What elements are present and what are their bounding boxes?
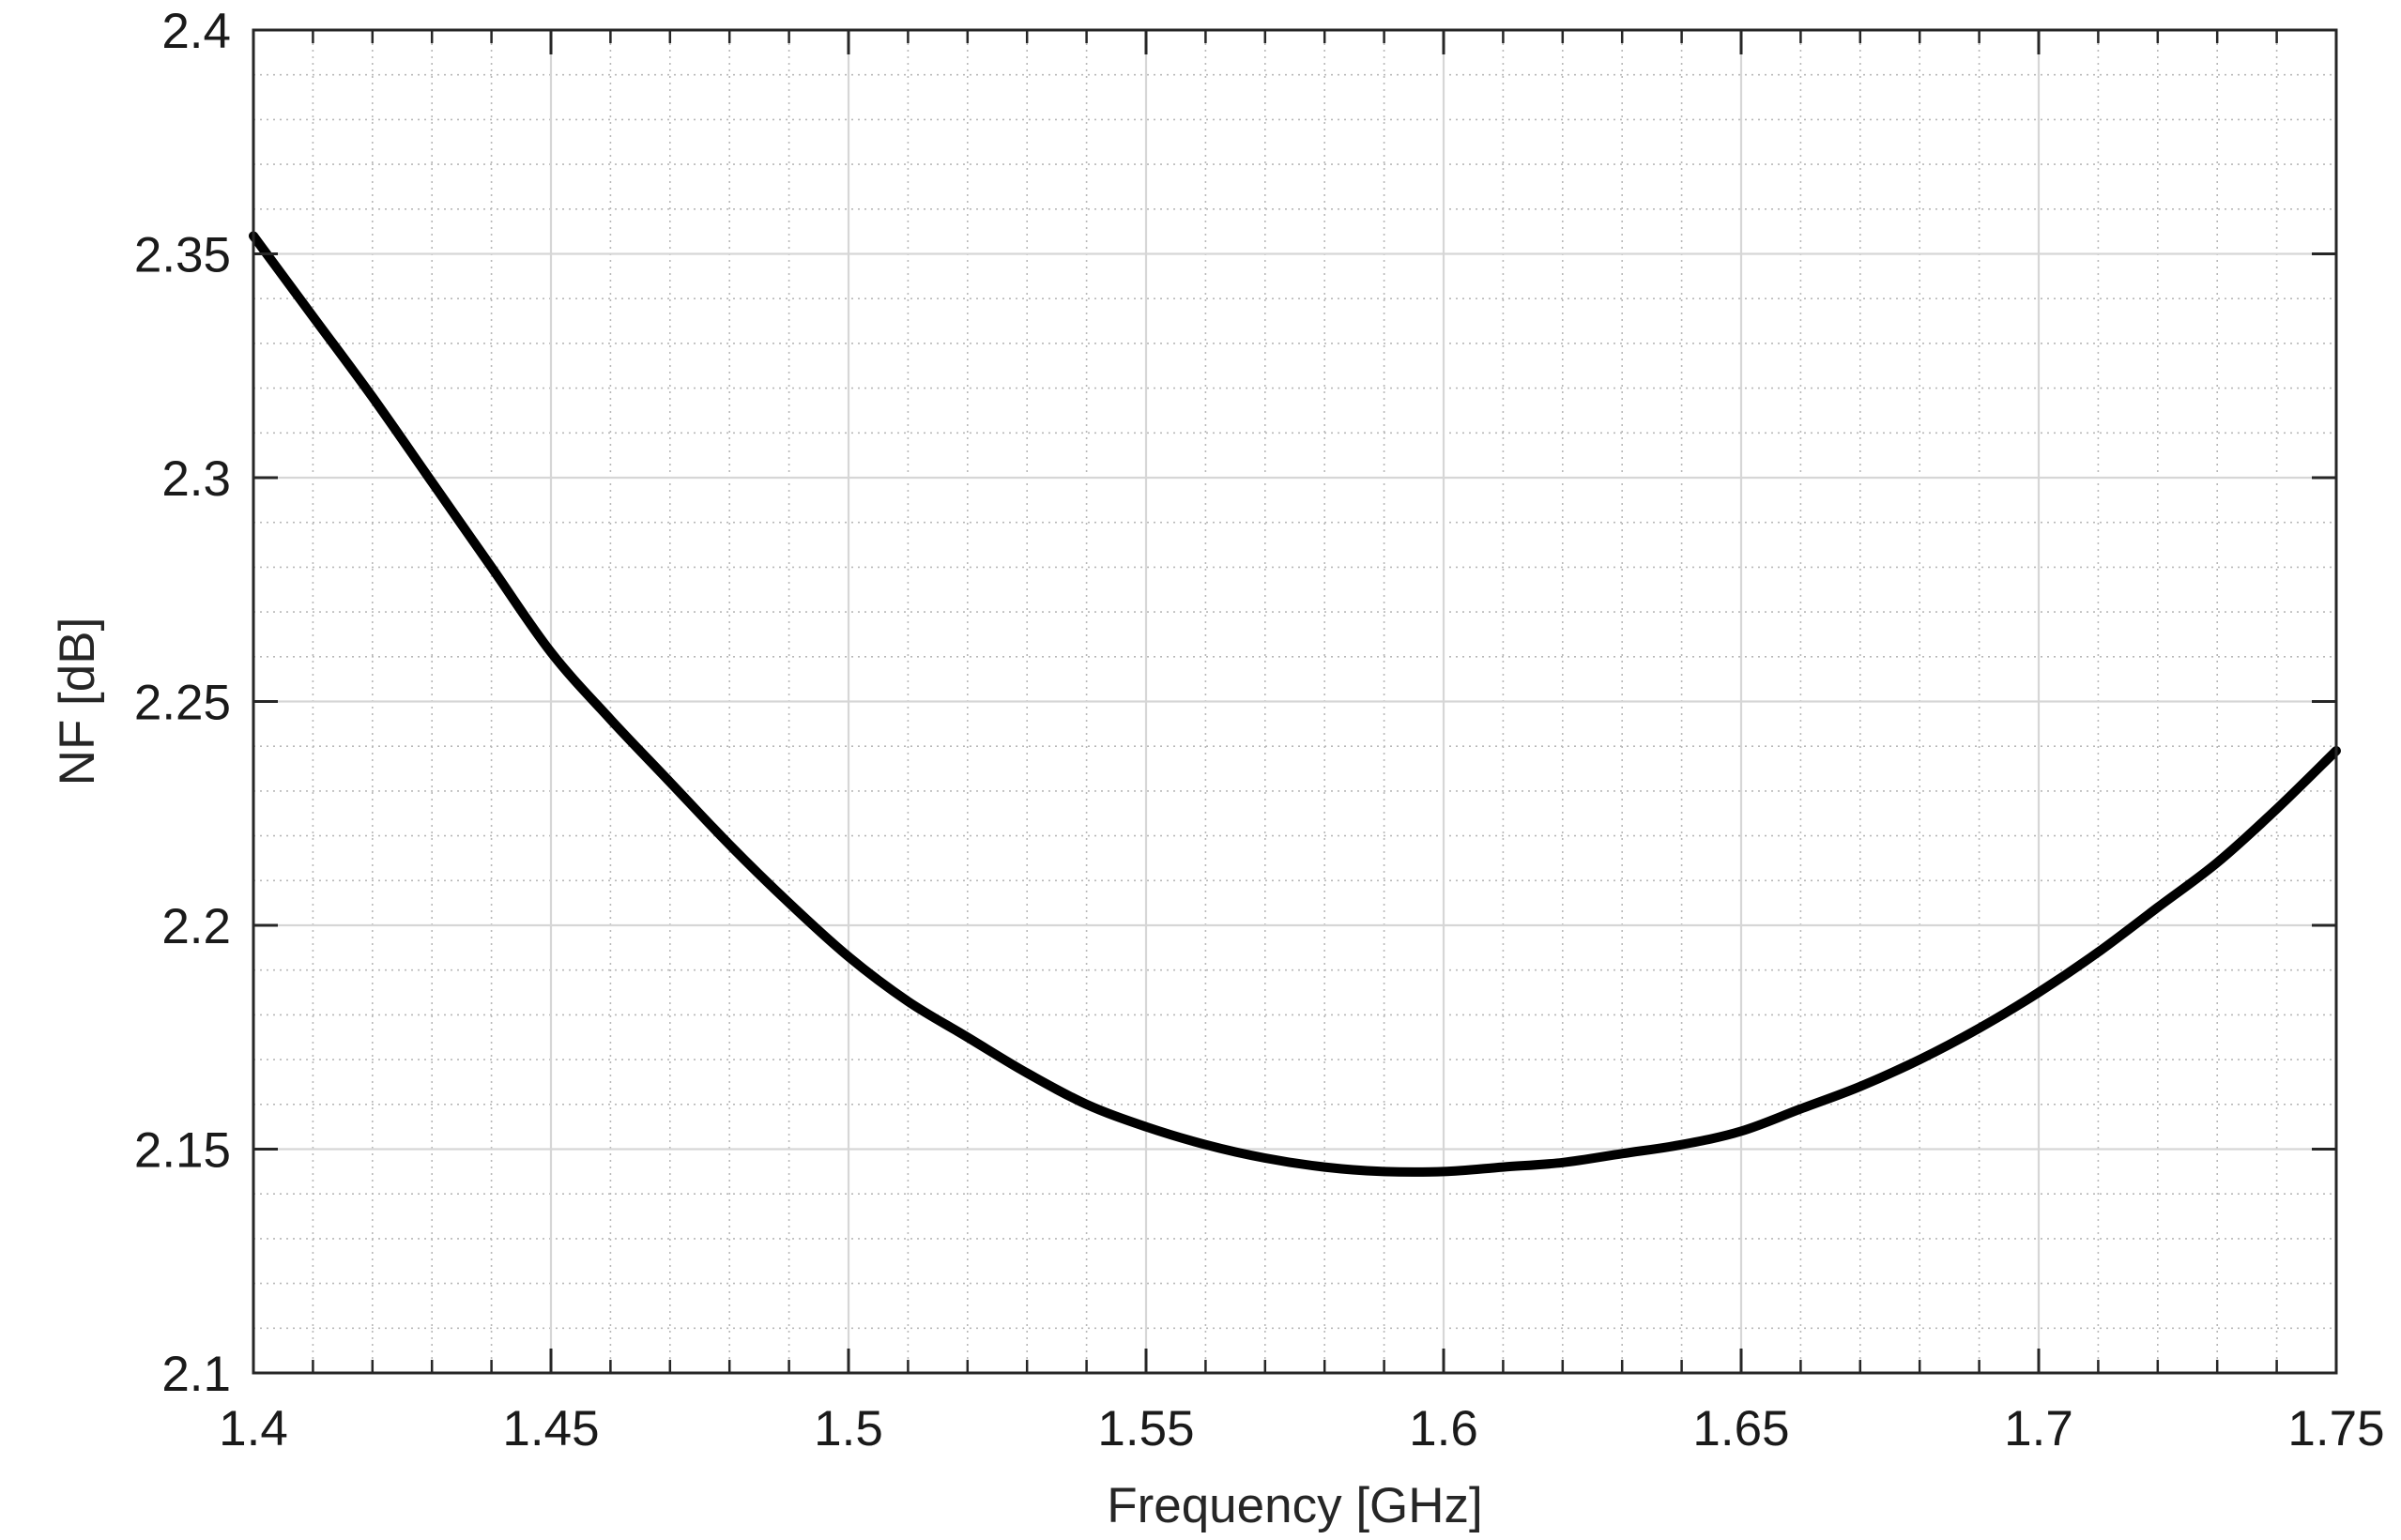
x-tick-label: 1.75 — [2287, 1401, 2384, 1456]
x-tick-label: 1.45 — [502, 1401, 599, 1456]
y-tick-label: 2.2 — [161, 899, 231, 954]
y-tick-label: 2.1 — [161, 1347, 231, 1402]
y-tick-label: 2.35 — [134, 228, 231, 283]
x-axis-label: Frequency [GHz] — [1107, 1478, 1483, 1533]
series-layer — [249, 231, 2341, 1177]
y-tick-label: 2.4 — [161, 4, 231, 59]
nf-curve-line — [249, 231, 2341, 1177]
x-tick-label: 1.5 — [814, 1401, 883, 1456]
y-tick-label: 2.25 — [134, 676, 231, 731]
major-grid — [253, 30, 2336, 1373]
tick-marks — [252, 28, 2338, 1375]
y-tick-labels: 2.1 2.15 2.2 2.25 2.3 2.35 2.4 — [134, 4, 231, 1402]
x-tick-label: 1.7 — [2004, 1401, 2073, 1456]
y-axis-label: NF [dB] — [50, 618, 105, 786]
x-tick-label: 1.65 — [1692, 1401, 1789, 1456]
y-tick-label: 2.15 — [134, 1123, 231, 1179]
x-tick-label: 1.4 — [219, 1401, 288, 1456]
x-tick-labels: 1.4 1.45 1.5 1.55 1.6 1.65 1.7 1.75 — [219, 1401, 2384, 1456]
x-tick-label: 1.55 — [1097, 1401, 1194, 1456]
y-tick-label: 2.3 — [161, 451, 231, 507]
x-tick-label: 1.6 — [1409, 1401, 1478, 1456]
